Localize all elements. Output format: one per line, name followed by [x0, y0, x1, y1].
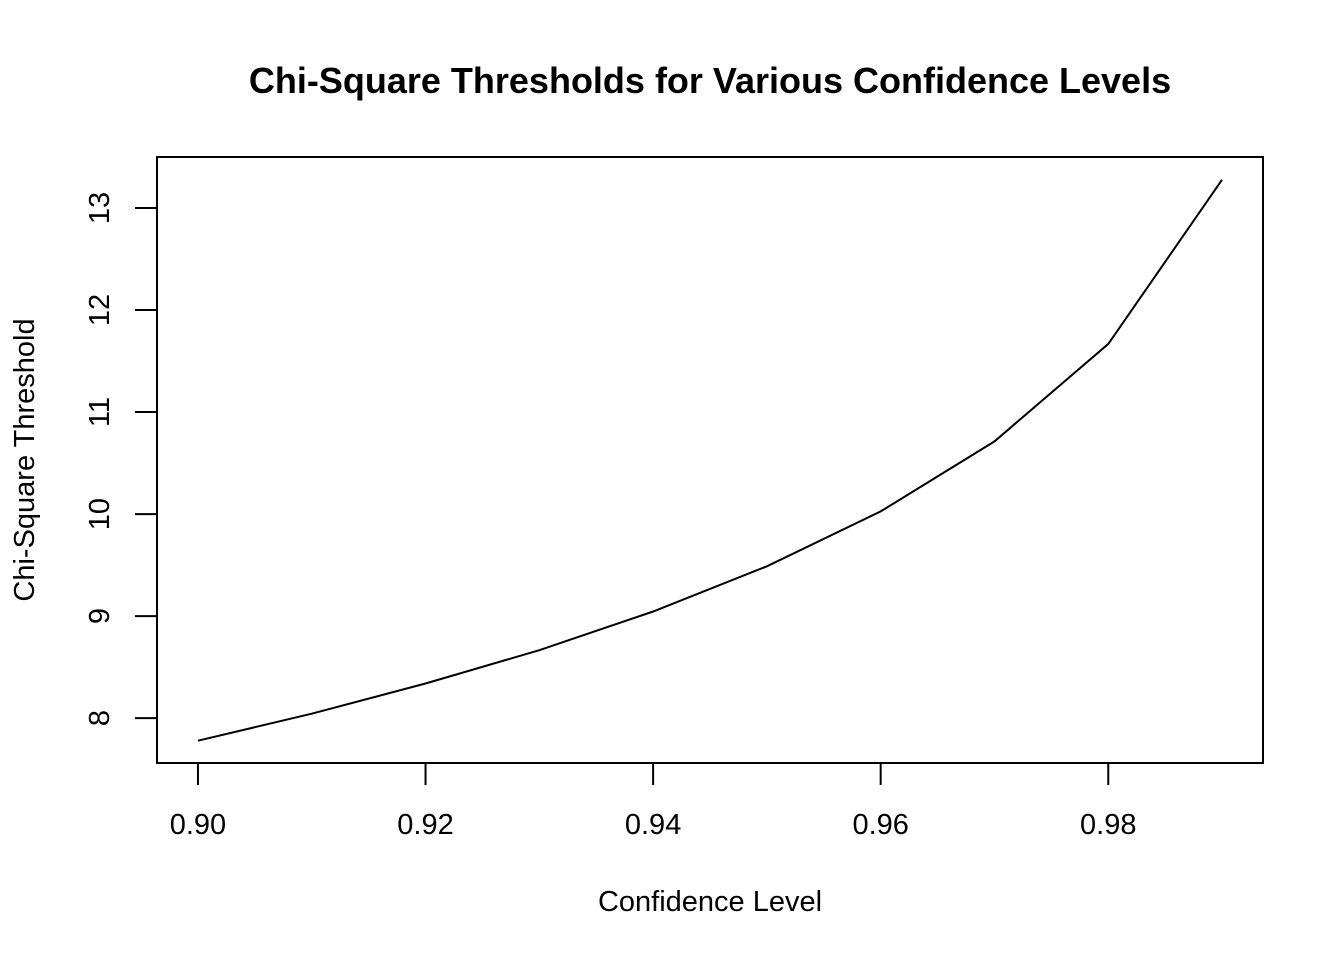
y-tick-label: 9 — [84, 608, 116, 624]
y-tick-label: 10 — [84, 498, 116, 530]
y-tick-label: 8 — [84, 710, 116, 726]
chart-title: Chi-Square Thresholds for Various Confid… — [249, 60, 1171, 101]
x-tick-label: 0.90 — [170, 809, 226, 841]
x-tick-label: 0.92 — [397, 809, 453, 841]
x-tick-label: 0.96 — [852, 809, 908, 841]
y-axis: 8 9 10 11 12 13 — [84, 192, 158, 726]
y-tick-label: 13 — [84, 192, 116, 224]
x-axis-label: Confidence Level — [598, 886, 822, 918]
series-line — [197, 179, 1223, 742]
x-tick-label: 0.94 — [625, 809, 681, 841]
y-axis-label: Chi-Square Threshold — [9, 318, 41, 601]
y-tick-label: 11 — [84, 397, 116, 427]
x-tick-label: 0.98 — [1080, 809, 1136, 841]
x-axis: 0.90 0.92 0.94 0.96 0.98 — [170, 762, 1136, 841]
y-tick-label: 12 — [84, 294, 116, 326]
